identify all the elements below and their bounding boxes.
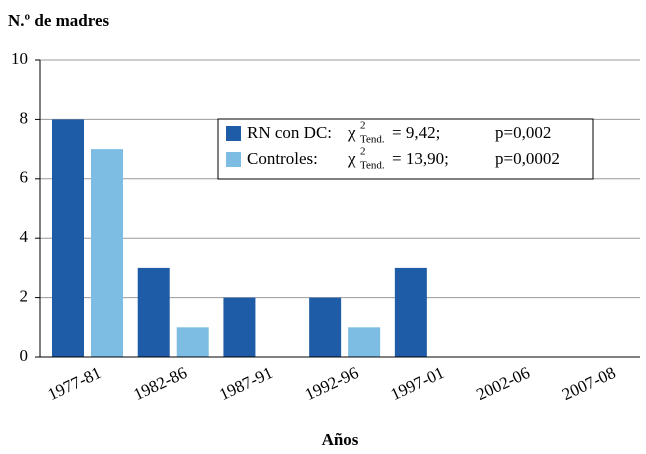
x-tick-label: 1982-86	[131, 363, 190, 404]
legend-stat: = 13,90;	[392, 149, 449, 168]
legend-swatch	[226, 152, 241, 167]
bar	[91, 149, 123, 357]
y-tick-label: 10	[11, 49, 28, 68]
y-tick-label: 0	[20, 346, 29, 365]
legend-stat: = 9,42;	[392, 123, 440, 142]
bar	[394, 267, 427, 357]
legend-sub: Tend.	[360, 134, 385, 146]
legend-label: RN con DC:	[247, 123, 332, 142]
bar	[309, 297, 342, 357]
legend-label: Controles:	[247, 149, 318, 168]
x-tick-label: 1977-81	[45, 363, 104, 404]
y-tick-label: 8	[20, 108, 29, 127]
x-axis-label: Años	[322, 430, 359, 449]
legend-box	[217, 118, 594, 180]
legend-symbol: χ	[347, 149, 356, 168]
x-tick-label: 1997-01	[388, 363, 447, 404]
bar	[223, 297, 256, 357]
x-tick-label: 1992-96	[302, 363, 361, 404]
legend-sup: 2	[360, 146, 366, 158]
legend-sup: 2	[360, 120, 366, 132]
x-tick-label: 1987-91	[216, 363, 275, 404]
chart-title: N.º de madres	[8, 11, 110, 30]
x-tick-label: 2002-06	[473, 363, 532, 404]
legend-p: p=0,002	[495, 123, 551, 142]
legend-swatch	[226, 126, 241, 141]
legend-sub: Tend.	[360, 160, 385, 172]
bar	[52, 119, 84, 358]
legend-symbol: χ	[347, 123, 356, 142]
x-tick-label: 2007-08	[559, 363, 618, 404]
y-tick-label: 4	[20, 227, 29, 246]
y-tick-label: 6	[20, 168, 29, 187]
bar	[176, 327, 209, 357]
legend-p: p=0,0002	[495, 149, 560, 168]
bar	[137, 267, 170, 357]
bar	[348, 327, 381, 357]
y-tick-label: 2	[20, 287, 29, 306]
